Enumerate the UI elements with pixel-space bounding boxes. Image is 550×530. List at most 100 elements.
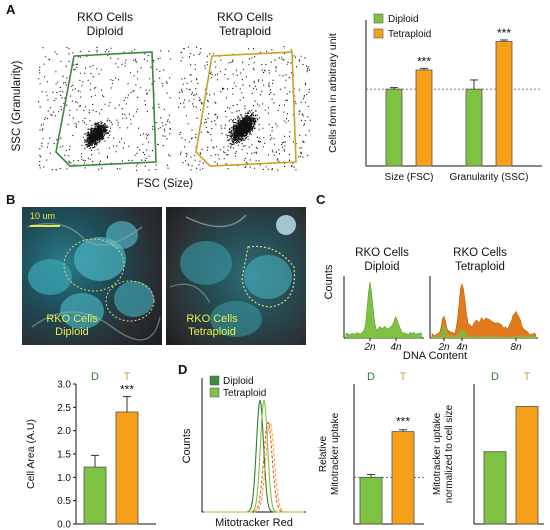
category-label: D [367, 371, 375, 383]
hist1-tick-label: 2n [363, 342, 376, 352]
hist-d-curve [204, 420, 304, 513]
y-tick-label: 3.0 [57, 380, 71, 391]
bar-t [515, 406, 539, 525]
hist2-title: RKO Cells Tetraploid [430, 246, 530, 274]
y-axis-label: Cell Area (A.U) [25, 419, 37, 489]
bar-t [391, 431, 415, 525]
dna-histograms: 2n 4n 2n 4n 8n [343, 276, 538, 352]
chart-cells-form: Cells form in arbitrary unit *** Size (FSC… [327, 13, 542, 183]
y-axis-label-line: Mitotracker uptake [330, 412, 341, 495]
category-label: T [400, 371, 407, 383]
flow2-title-line2: Tetraploid [218, 24, 272, 38]
flow1-title-line1: RKO Cells [76, 10, 133, 24]
hist2-tick-label: 8n [510, 342, 522, 352]
flow-x-label: FSC (Size) [136, 178, 194, 190]
micrograph-tetraploid-label: RKO Cells Tetraploid [172, 313, 252, 339]
bar-diploid [465, 88, 483, 167]
flow1-dots [38, 46, 171, 171]
micrograph-tetraploid-art [169, 214, 296, 337]
y-tick-label: 1.0 [57, 473, 71, 484]
panel-label-a: A [6, 2, 16, 17]
y-axis-label-line: Relative [318, 436, 329, 473]
bar-d [83, 466, 107, 525]
micrograph-tetraploid: RKO Cells Tetraploid [166, 207, 306, 345]
hist2-tick-label: 4n [456, 342, 468, 352]
hist-d-curve [204, 420, 304, 513]
flow-dot-cloud [178, 46, 311, 171]
hist-d-x-label: Mitotracker Red [215, 517, 293, 529]
y-axis-label: Cells form in arbitrary unit [327, 33, 339, 153]
hist2-overlay-area [432, 324, 536, 338]
legend-label: Diploid [388, 14, 419, 25]
category-label: T [524, 371, 531, 383]
y-tick-label: 2.0 [57, 426, 71, 437]
bar-d [359, 476, 383, 525]
micrograph-diploid-art [26, 221, 161, 341]
y-tick-label: 0.5 [57, 496, 71, 507]
hist-d-y-label: Counts [181, 428, 193, 463]
significance-mark: *** [497, 26, 511, 40]
flow-plot-diploid [38, 46, 171, 171]
legend-label: Tetraploid [223, 388, 266, 399]
bar-tetraploid [495, 41, 513, 167]
micrograph-diploid-label: RKO Cells Diploid [32, 313, 112, 339]
hist2-title-line2: Tetraploid [455, 261, 505, 273]
chart-cell-area: 0.0 0.5 1.0 1.5 2.0 2.5 3.0 Cell Area (A.U) D T**… [25, 371, 156, 530]
legend-swatch [209, 387, 220, 398]
legend-swatch [209, 375, 220, 386]
hist1-title: RKO Cells Diploid [340, 246, 424, 274]
flow1-title-line2: Diploid [86, 24, 124, 38]
hist1-title-line1: RKO Cells [355, 247, 409, 259]
chart-mitotracker-uptake: RelativeMitotracker uptake D T *** [318, 371, 424, 525]
hist1-title-line2: Diploid [364, 261, 400, 273]
hist2-area [431, 282, 537, 339]
y-axis-label-line: Mitotracker uptake [432, 412, 443, 495]
significance-mark: *** [120, 383, 134, 397]
hist2-title-line1: RKO Cells [453, 247, 507, 259]
legend-swatch [373, 13, 384, 24]
scale-bar [30, 225, 60, 227]
flow-y-label: SSC (Granularity) [11, 60, 23, 152]
hist1-tick-label: 4n [390, 342, 402, 352]
flow2-gate [195, 51, 297, 167]
flow-plot-tetraploid [178, 46, 311, 171]
micrograph-tetraploid-label-line2: Tetraploid [188, 326, 236, 338]
legend-label: Tetraploid [388, 29, 431, 40]
hist-y-label: Counts [323, 264, 335, 300]
x-category-label: Size (FSC) [385, 172, 434, 183]
panel-label-b: B [6, 192, 16, 207]
flow1-gate [55, 51, 157, 167]
micrograph-diploid-label-line2: Diploid [55, 326, 89, 338]
bar-t [115, 411, 139, 525]
y-axis-label-line: normalized to cell size [444, 404, 455, 503]
bar-d [483, 451, 507, 525]
chart-mitotracker-normalized: Mitotracker uptakenormalized to cell siz… [432, 371, 544, 525]
micrograph-tetraploid-label-line1: RKO Cells [186, 313, 238, 325]
x-category-label: Granularity (SSC) [450, 172, 529, 183]
scale-bar-label: 10 um [30, 211, 56, 221]
flow2-title: RKO Cells Tetraploid [180, 10, 310, 38]
y-tick-label: 2.5 [57, 403, 71, 414]
significance-mark: *** [396, 415, 410, 429]
flow-dot-cloud [38, 46, 171, 171]
hist2-tick-label: 2n [437, 342, 450, 352]
bar-diploid [385, 88, 403, 167]
y-tick-label: 0.0 [57, 520, 71, 530]
bar-tetraploid [415, 69, 433, 167]
y-axis-label: Mitotracker uptakenormalized to cell siz… [432, 404, 455, 503]
y-tick-label: 1.5 [57, 450, 71, 461]
hist1-area [345, 282, 423, 339]
category-label: T [124, 371, 131, 383]
category-label: D [91, 371, 99, 383]
flow2-title-line1: RKO Cells [216, 10, 273, 24]
hist-d-curve [204, 399, 304, 513]
category-label: D [491, 371, 499, 383]
hist-x-label: DNA Content [402, 350, 468, 362]
panel-label-c: C [316, 192, 326, 207]
panel-label-d: D [178, 362, 188, 377]
flow1-title: RKO Cells Diploid [40, 10, 170, 38]
legend-swatch [373, 28, 384, 39]
flow2-dots [178, 46, 311, 171]
micrograph-diploid: 10 um RKO Cells Diploid [22, 207, 162, 345]
